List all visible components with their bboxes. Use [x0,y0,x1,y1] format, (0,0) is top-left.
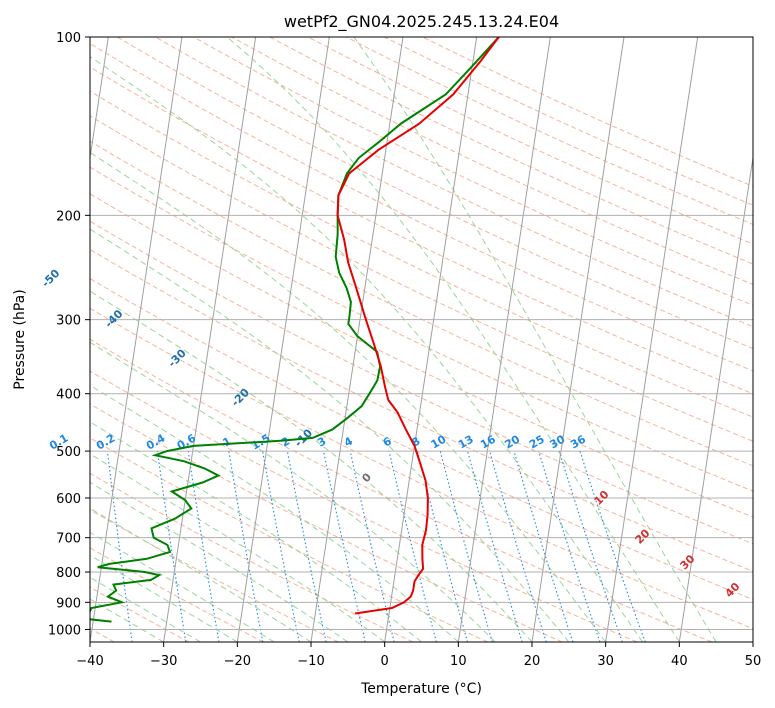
y-tick-label: 800 [56,566,81,581]
y-tick-label: 200 [56,209,81,224]
moist-adiabat-line [90,341,496,642]
mixing-ratio-line [286,451,327,642]
mixing-ratio-line [262,451,300,642]
moist-adiabat-line [90,481,349,642]
isotherm-line [605,37,699,642]
moist-adiabat-line [90,598,164,642]
temperature-series-line [336,37,500,615]
dewpoint-series-line [90,37,500,623]
profile-lines [90,37,500,623]
y-tick-label: 900 [56,596,81,611]
mixing-ratio-line [513,450,574,642]
x-tick-label: 0 [381,654,389,669]
pressure-grid-lines [90,37,753,630]
y-tick-label: 600 [56,492,81,507]
y-tick-label: 300 [56,314,81,329]
moist-adiabat-line [90,228,570,642]
y-axis-label: Pressure (hPa) [12,289,28,389]
dry-adiabat-line [90,248,753,572]
dry-adiabat-line [90,277,753,601]
x-tick-label: −10 [297,654,324,669]
plot-frame [89,36,754,643]
mixing-ratio-line [467,450,523,642]
dry-adiabat-line [90,193,753,518]
moist-adiabat-line [90,531,275,642]
moist-adiabat-line [226,37,680,642]
dry-adiabat-line [90,115,753,442]
x-tick-label: 50 [745,654,762,669]
moist-adiabat-line [90,290,533,642]
isotherm-line [90,37,109,161]
dry-adiabat-line [90,140,753,467]
y-tick-label: 700 [56,532,81,547]
x-axis-ticks: −40 −30 −20 −10 0 10 20 30 40 50 [76,642,761,669]
mixing-ratio-line [156,451,187,642]
mixing-ratio-line [538,450,601,642]
isotherm-line [384,37,478,642]
moist-adiabat-line [90,152,607,642]
dry-adiabat-line [90,437,488,642]
x-axis-label: Temperature (°C) [360,681,482,697]
dry-adiabat-line [90,547,264,642]
dry-adiabat-line [90,166,753,492]
mixing-ratio-line [388,450,437,642]
moist-adiabat-line [90,453,385,642]
dry-adiabat-line [231,37,753,285]
y-tick-label: 1000 [48,623,81,638]
background-lines [90,37,753,642]
x-tick-label: 30 [597,654,614,669]
moist-adiabat-line [90,576,201,642]
dry-adiabat-line [116,37,753,350]
y-tick-label: 100 [56,31,81,46]
isotherm-line [90,37,183,642]
isotherm-line [678,154,753,642]
isotherm-line [163,37,257,642]
x-tick-label: 20 [524,654,541,669]
moist-adiabat-line [90,554,238,642]
dry-adiabat-line [90,370,638,642]
x-tick-label: −30 [150,654,177,669]
mixing-ratio-line [489,450,547,642]
isotherm-line [531,37,625,642]
y-tick-label: 500 [56,445,81,460]
isotherm-line [310,37,404,642]
dry-adiabat-line [90,338,712,642]
mixing-ratio-line [323,450,366,642]
moist-adiabat-line [90,384,459,642]
isotherm-line [236,37,330,642]
moist-adiabat-line [90,56,643,642]
y-axis-ticks: 100 200 300 400 500 600 700 800 900 1000 [48,31,90,638]
mixing-ratio-line [558,450,623,642]
y-tick-label: 400 [56,388,81,403]
x-tick-label: −40 [76,654,103,669]
isotherm-line [457,37,551,642]
dry-adiabat-line [155,37,753,328]
x-tick-label: −20 [224,654,251,669]
x-tick-label: 10 [450,654,467,669]
x-tick-label: 40 [671,654,688,669]
chart-title: wetPf2_GN04.2025.245.13.24.E04 [284,12,559,32]
mixing-ratio-line [579,450,646,642]
dry-adiabat-line [193,37,753,306]
